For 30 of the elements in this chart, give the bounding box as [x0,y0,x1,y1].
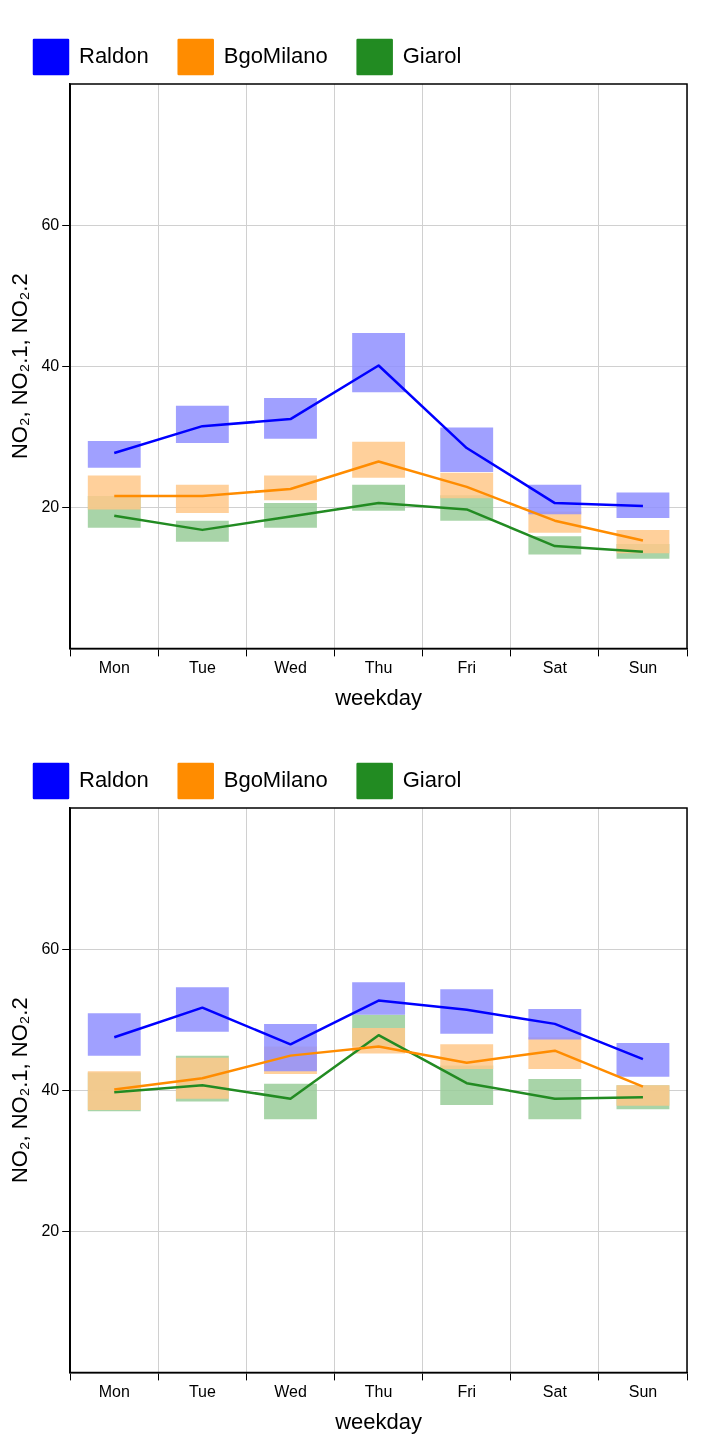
x-tick-label: Thu [364,1383,393,1401]
x-axis-title: weekday [334,684,423,710]
legend-label: Raldon [79,767,149,793]
y-tick-label: 60 [41,939,60,957]
y-tick-label: 60 [41,215,60,233]
x-tick-label: Sat [542,1383,568,1401]
legend-label: Raldon [79,43,149,69]
x-tick-label: Mon [98,659,130,677]
x-tick-label: Fri [457,1383,477,1401]
y-tick-label: 40 [41,356,60,374]
legend-label: Giarol [402,43,462,69]
y-tick-label: 20 [41,1221,60,1239]
x-tick-label: Thu [364,659,393,677]
legend-label: BgoMilano [223,43,328,69]
x-tick-label: Sun [628,659,658,677]
y-tick-label: 20 [41,497,60,515]
x-axis-title: weekday [334,1408,423,1434]
x-tick-label: Fri [457,659,477,677]
x-tick-label: Wed [274,1383,307,1401]
y-axis-title: NO₂, NO₂.1, NO₂.2 [7,273,33,460]
legend-label: BgoMilano [223,767,328,793]
y-tick-label: 40 [41,1080,60,1098]
x-tick-label: Mon [98,1383,130,1401]
x-tick-label: Wed [274,659,307,677]
x-tick-label: Sat [542,659,568,677]
x-tick-label: Tue [188,659,216,677]
legend-label: Giarol [402,767,462,793]
y-axis-title: NO₂, NO₂.1, NO₂.2 [7,997,33,1184]
x-tick-label: Tue [188,1383,216,1401]
x-tick-label: Sun [628,1383,658,1401]
